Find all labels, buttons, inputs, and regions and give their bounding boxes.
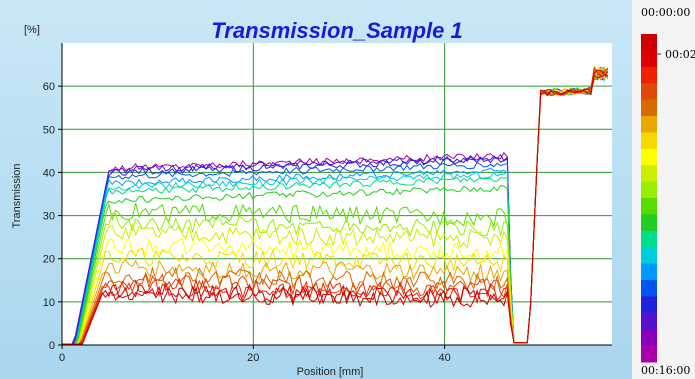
plot-area	[62, 43, 612, 345]
colorbar-segment	[641, 312, 657, 330]
colorbar-segment	[641, 230, 657, 248]
colorbar-segment	[641, 148, 657, 166]
unit-label: [%]	[24, 24, 40, 36]
colorbar-segment	[641, 263, 657, 281]
colorbar-segment	[641, 214, 657, 232]
colorbar-segment	[641, 99, 657, 117]
colorbar-segment	[641, 132, 657, 150]
colorbar-mid-label: 00:02	[665, 48, 695, 61]
colorbar-segment	[641, 66, 657, 84]
y-tick-label: 10	[43, 297, 55, 309]
colorbar-segment	[641, 116, 657, 133]
series-line-19	[62, 71, 609, 346]
colorbar-segment	[641, 296, 657, 314]
axes: 0 10 20 30 40 50 60 0 20 40	[43, 43, 612, 364]
y-tick-label: 40	[43, 167, 55, 179]
x-tick-label: 0	[59, 352, 65, 364]
series-layer	[62, 64, 609, 346]
colorbar-segment	[641, 181, 657, 199]
chart-title: Transmission_Sample 1	[211, 18, 463, 43]
colorbar-segment	[641, 50, 657, 68]
colorbar	[641, 34, 661, 363]
colorbar-segment	[641, 345, 657, 363]
y-tick-label: 60	[43, 81, 55, 93]
y-tick-label: 20	[43, 254, 55, 266]
y-tick-label: 50	[43, 124, 55, 136]
colorbar-segment	[641, 198, 657, 215]
colorbar-segment	[641, 165, 657, 183]
colorbar-segment	[641, 247, 657, 265]
colorbar-bottom-label: 00:16:00	[641, 364, 690, 377]
y-axis-label: Transmission	[11, 164, 23, 229]
colorbar-top-label: 00:00:00	[641, 6, 690, 19]
y-tick-label: 30	[43, 211, 55, 223]
colorbar-segment	[641, 34, 657, 51]
x-tick-label: 40	[438, 352, 450, 364]
y-tick-label: 0	[49, 340, 55, 352]
x-tick-label: 20	[247, 352, 259, 364]
colorbar-segment	[641, 280, 657, 297]
colorbar-segment	[641, 329, 657, 347]
x-axis-label: Position [mm]	[297, 366, 364, 378]
colorbar-segment	[641, 83, 657, 101]
